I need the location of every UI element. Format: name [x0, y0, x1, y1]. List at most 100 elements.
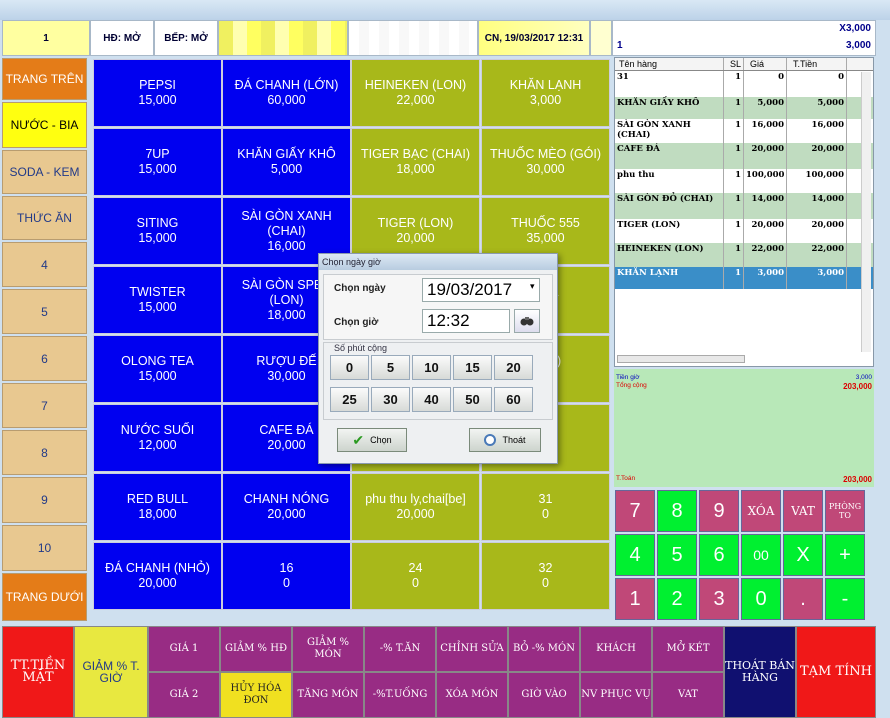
product-tile[interactable]: TWISTER 15,000: [93, 266, 222, 334]
exit-button[interactable]: Thoát: [469, 428, 541, 452]
product-tile[interactable]: NƯỚC SUỐI 12,000: [93, 404, 222, 472]
cancel-invoice-button[interactable]: HỦY HÓA ĐƠN: [220, 672, 292, 718]
order-row[interactable]: HEINEKEN (LON) 1 22,000 22,000: [615, 243, 873, 267]
price1-button[interactable]: GIÁ 1: [148, 626, 220, 672]
product-tile[interactable]: SITING 15,000: [93, 197, 222, 265]
keypad-dot-key[interactable]: .: [783, 578, 823, 620]
order-cell-name: SÀI GÒN XANH (CHAI): [615, 119, 724, 143]
minutes-60-button[interactable]: 60: [494, 387, 533, 412]
discount-item-button[interactable]: GIẢM % MÓN: [292, 626, 364, 672]
category-soda-kem[interactable]: SODA - KEM: [2, 150, 87, 194]
time-input[interactable]: 12:32: [422, 309, 510, 333]
keypad-vat-key[interactable]: VAT: [783, 490, 823, 532]
ok-button[interactable]: ✔ Chọn: [337, 428, 407, 452]
category-6[interactable]: 6: [2, 336, 87, 381]
binoculars-icon[interactable]: [514, 309, 540, 333]
category-10[interactable]: 10: [2, 525, 87, 571]
chevron-down-icon[interactable]: ▾: [530, 281, 535, 291]
product-tile[interactable]: TIGER BẠC (CHAI) 18,000: [351, 128, 480, 196]
category-9[interactable]: 9: [2, 477, 87, 523]
category-trang-duoi[interactable]: TRANG DƯỚI: [2, 573, 87, 621]
keypad-5-key[interactable]: 5: [657, 534, 697, 576]
product-tile[interactable]: 32 0: [481, 542, 610, 610]
minutes-25-button[interactable]: 25: [330, 387, 369, 412]
product-tile[interactable]: PEPSI 15,000: [93, 59, 222, 127]
product-tile[interactable]: 16 0: [222, 542, 351, 610]
category-7[interactable]: 7: [2, 383, 87, 428]
product-tile[interactable]: HEINEKEN (LON) 22,000: [351, 59, 480, 127]
minutes-50-button[interactable]: 50: [453, 387, 492, 412]
delete-item-button[interactable]: XÓA MÓN: [436, 672, 508, 718]
date-picker[interactable]: 19/03/2017: [422, 278, 540, 302]
subtotal-button[interactable]: TẠM TÍNH: [796, 626, 876, 718]
product-tile[interactable]: KHĂN LẠNH 3,000: [481, 59, 610, 127]
waiter-button[interactable]: NV PHỤC VỤ: [580, 672, 652, 718]
keypad-8-key[interactable]: 8: [657, 490, 697, 532]
price2-button[interactable]: GIÁ 2: [148, 672, 220, 718]
exit-label: Thoát: [502, 435, 526, 445]
keypad-double-zero-key[interactable]: 00: [741, 534, 781, 576]
category-8[interactable]: 8: [2, 430, 87, 475]
order-row[interactable]: phu thu 1 100,000 100,000: [615, 169, 873, 193]
minutes-0-button[interactable]: 0: [330, 355, 369, 380]
vat-bottom-button[interactable]: VAT: [652, 672, 724, 718]
check-in-time-button[interactable]: GIỜ VÀO: [508, 672, 580, 718]
keypad-zoom-key[interactable]: PHÒNG TO: [825, 490, 865, 532]
keypad-multiply-key[interactable]: X: [783, 534, 823, 576]
product-tile[interactable]: KHĂN GIẤY KHÔ 5,000: [222, 128, 351, 196]
horizontal-scrollbar[interactable]: [617, 355, 745, 363]
keypad-4-key[interactable]: 4: [615, 534, 655, 576]
keypad-3-key[interactable]: 3: [699, 578, 739, 620]
keypad-0-key[interactable]: 0: [741, 578, 781, 620]
remove-discount-button[interactable]: BỎ -% MÓN: [508, 626, 580, 672]
minutes-40-button[interactable]: 40: [412, 387, 451, 412]
minutes-15-button[interactable]: 15: [453, 355, 492, 380]
keypad-7-key[interactable]: 7: [615, 490, 655, 532]
minutes-20-button[interactable]: 20: [494, 355, 533, 380]
order-cell-qty: 1: [724, 97, 744, 119]
category-nuoc-bia[interactable]: NƯỚC - BIA: [2, 102, 87, 148]
open-drawer-button[interactable]: MỞ KÉT: [652, 626, 724, 672]
order-row[interactable]: KHĂN LẠNH 1 3,000 3,000: [615, 267, 873, 289]
keypad-delete-key[interactable]: XÓA: [741, 490, 781, 532]
discount-invoice-button[interactable]: GIẢM % HĐ: [220, 626, 292, 672]
customer-button[interactable]: KHÁCH: [580, 626, 652, 672]
keypad-plus-key[interactable]: +: [825, 534, 865, 576]
minutes-5-button[interactable]: 5: [371, 355, 410, 380]
category-thuc-an[interactable]: THỨC ĂN: [2, 196, 87, 240]
exit-sales-button[interactable]: THOÁT BÁN HÀNG: [724, 626, 796, 718]
keypad-9-key[interactable]: 9: [699, 490, 739, 532]
pay-cash-button[interactable]: TT.TIỀN MẶT: [2, 626, 74, 718]
product-tile[interactable]: ĐÁ CHANH (LỚN) 60,000: [222, 59, 351, 127]
keypad-6-key[interactable]: 6: [699, 534, 739, 576]
keypad-minus-key[interactable]: -: [825, 578, 865, 620]
product-tile[interactable]: RED BULL 18,000: [93, 473, 222, 541]
category-4[interactable]: 4: [2, 242, 87, 287]
order-row[interactable]: SÀI GÒN ĐỎ (CHAI) 1 14,000 14,000: [615, 193, 873, 219]
category-trang-tren[interactable]: TRANG TRÊN: [2, 58, 87, 100]
order-row[interactable]: 31 1 0 0: [615, 71, 873, 97]
discount-time-button[interactable]: GIẢM % T. GIỜ: [74, 626, 148, 718]
keypad-1-key[interactable]: 1: [615, 578, 655, 620]
order-row[interactable]: TIGER (LON) 1 20,000 20,000: [615, 219, 873, 243]
product-tile[interactable]: OLONG TEA 15,000: [93, 335, 222, 403]
category-5[interactable]: 5: [2, 289, 87, 334]
discount-drink-button[interactable]: -%T.UỐNG: [364, 672, 436, 718]
product-tile[interactable]: CHANH NÓNG 20,000: [222, 473, 351, 541]
product-tile[interactable]: 7UP 15,000: [93, 128, 222, 196]
product-tile[interactable]: THUỐC MÈO (GÓI) 30,000: [481, 128, 610, 196]
order-row[interactable]: KHĂN GIẤY KHÔ 1 5,000 5,000: [615, 97, 873, 119]
edit-button[interactable]: CHỈNH SỬA: [436, 626, 508, 672]
product-tile[interactable]: 31 0: [481, 473, 610, 541]
product-tile[interactable]: 24 0: [351, 542, 480, 610]
product-tile[interactable]: ĐÁ CHANH (NHỎ) 20,000: [93, 542, 222, 610]
minutes-10-button[interactable]: 10: [412, 355, 451, 380]
order-row[interactable]: SÀI GÒN XANH (CHAI) 1 16,000 16,000: [615, 119, 873, 143]
product-tile[interactable]: phu thu ly,chai[be] 20,000: [351, 473, 480, 541]
add-item-button[interactable]: TĂNG MÓN: [292, 672, 364, 718]
discount-food-button[interactable]: -% T.ĂN: [364, 626, 436, 672]
vertical-scrollbar[interactable]: [861, 72, 871, 352]
order-row[interactable]: CAFE ĐÁ 1 20,000 20,000: [615, 143, 873, 169]
minutes-30-button[interactable]: 30: [371, 387, 410, 412]
keypad-2-key[interactable]: 2: [657, 578, 697, 620]
